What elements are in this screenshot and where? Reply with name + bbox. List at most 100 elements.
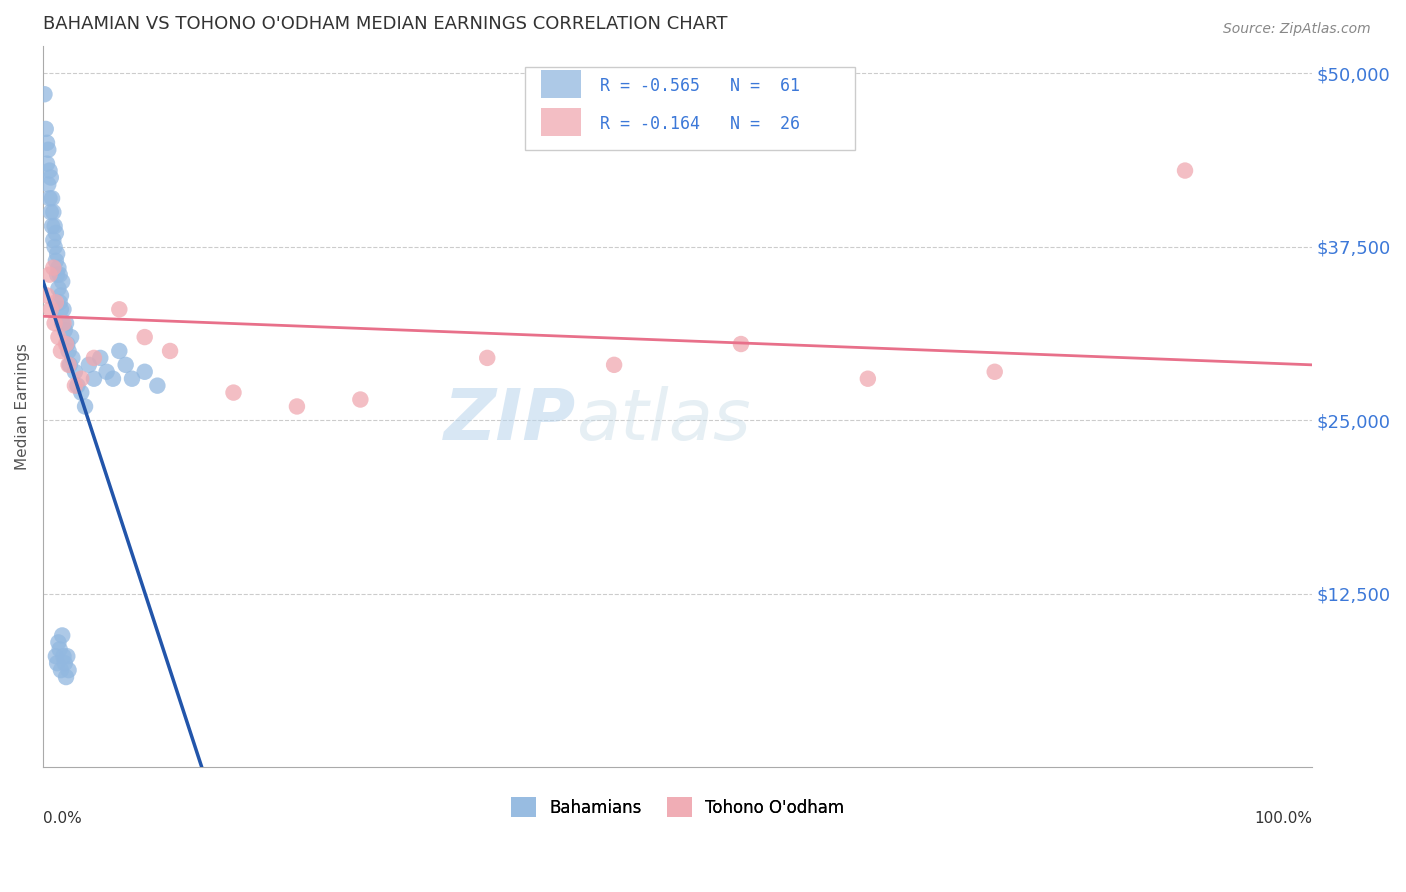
Text: 0.0%: 0.0% [44,811,82,826]
Point [58,663,80,677]
Point [42,260,65,275]
Point [146,378,169,392]
Text: ZIP: ZIP [444,386,576,456]
Point [34,87,56,102]
Point [856,372,879,386]
Point [983,365,1005,379]
Point [349,392,371,407]
Bar [540,108,581,136]
Legend: Bahamians, Tohono O'odham: Bahamians, Tohono O'odham [505,790,851,824]
Point [35,122,58,136]
Point [48,642,70,657]
Point [55,670,77,684]
Point [38,191,60,205]
Point [51,628,73,642]
Point [38,163,60,178]
Point [35,288,58,302]
Point [56,649,79,664]
Point [477,351,499,365]
Point [63,365,86,379]
Point [59,358,82,372]
Point [730,337,752,351]
Point [108,302,131,317]
Point [48,281,70,295]
Y-axis label: Median Earnings: Median Earnings [15,343,30,470]
Point [45,253,67,268]
Point [70,385,93,400]
Point [1174,163,1197,178]
Point [83,372,105,386]
Point [46,247,69,261]
Point [39,205,62,219]
Point [108,343,131,358]
Point [49,343,72,358]
Point [53,656,76,670]
Point [60,330,83,344]
Point [41,219,63,233]
Point [35,156,58,170]
Point [159,343,181,358]
Point [37,178,59,192]
Point [51,316,73,330]
Point [48,330,70,344]
Point [52,316,75,330]
Point [89,351,111,365]
Point [42,233,65,247]
Point [603,358,626,372]
Point [39,170,62,185]
Point [44,240,66,254]
Point [222,385,245,400]
Point [66,378,89,392]
Text: R = -0.565   N =  61: R = -0.565 N = 61 [600,77,800,95]
Point [39,302,62,317]
Point [45,649,67,664]
Point [49,288,72,302]
Point [55,316,77,330]
Point [58,358,80,372]
Point [48,268,70,282]
Point [134,330,156,344]
Point [44,316,66,330]
Point [114,358,136,372]
Point [52,302,75,317]
Bar [526,67,855,150]
Point [48,260,70,275]
Text: Source: ZipAtlas.com: Source: ZipAtlas.com [1223,22,1371,37]
Point [44,219,66,233]
Point [35,136,58,150]
Point [48,635,70,649]
Point [49,663,72,677]
Point [83,351,105,365]
Point [42,205,65,219]
Text: BAHAMIAN VS TOHONO O'ODHAM MEDIAN EARNINGS CORRELATION CHART: BAHAMIAN VS TOHONO O'ODHAM MEDIAN EARNIN… [44,15,728,33]
Point [53,323,76,337]
Text: R = -0.164   N =  26: R = -0.164 N = 26 [600,115,800,133]
Point [48,295,70,310]
Point [77,358,100,372]
Point [51,275,73,289]
Point [38,268,60,282]
Point [45,226,67,240]
Point [49,302,72,317]
Text: 100.0%: 100.0% [1254,811,1312,826]
Point [96,365,118,379]
Point [55,337,77,351]
Bar [540,70,581,97]
Point [37,143,59,157]
Point [73,400,96,414]
Point [58,343,80,358]
Point [134,365,156,379]
Point [46,656,69,670]
Point [70,372,93,386]
Point [46,268,69,282]
Point [56,337,79,351]
Text: atlas: atlas [576,386,751,456]
Point [101,372,124,386]
Point [41,191,63,205]
Point [52,649,75,664]
Point [45,295,67,310]
Point [285,400,308,414]
Point [60,351,83,365]
Point [121,372,143,386]
Point [63,378,86,392]
